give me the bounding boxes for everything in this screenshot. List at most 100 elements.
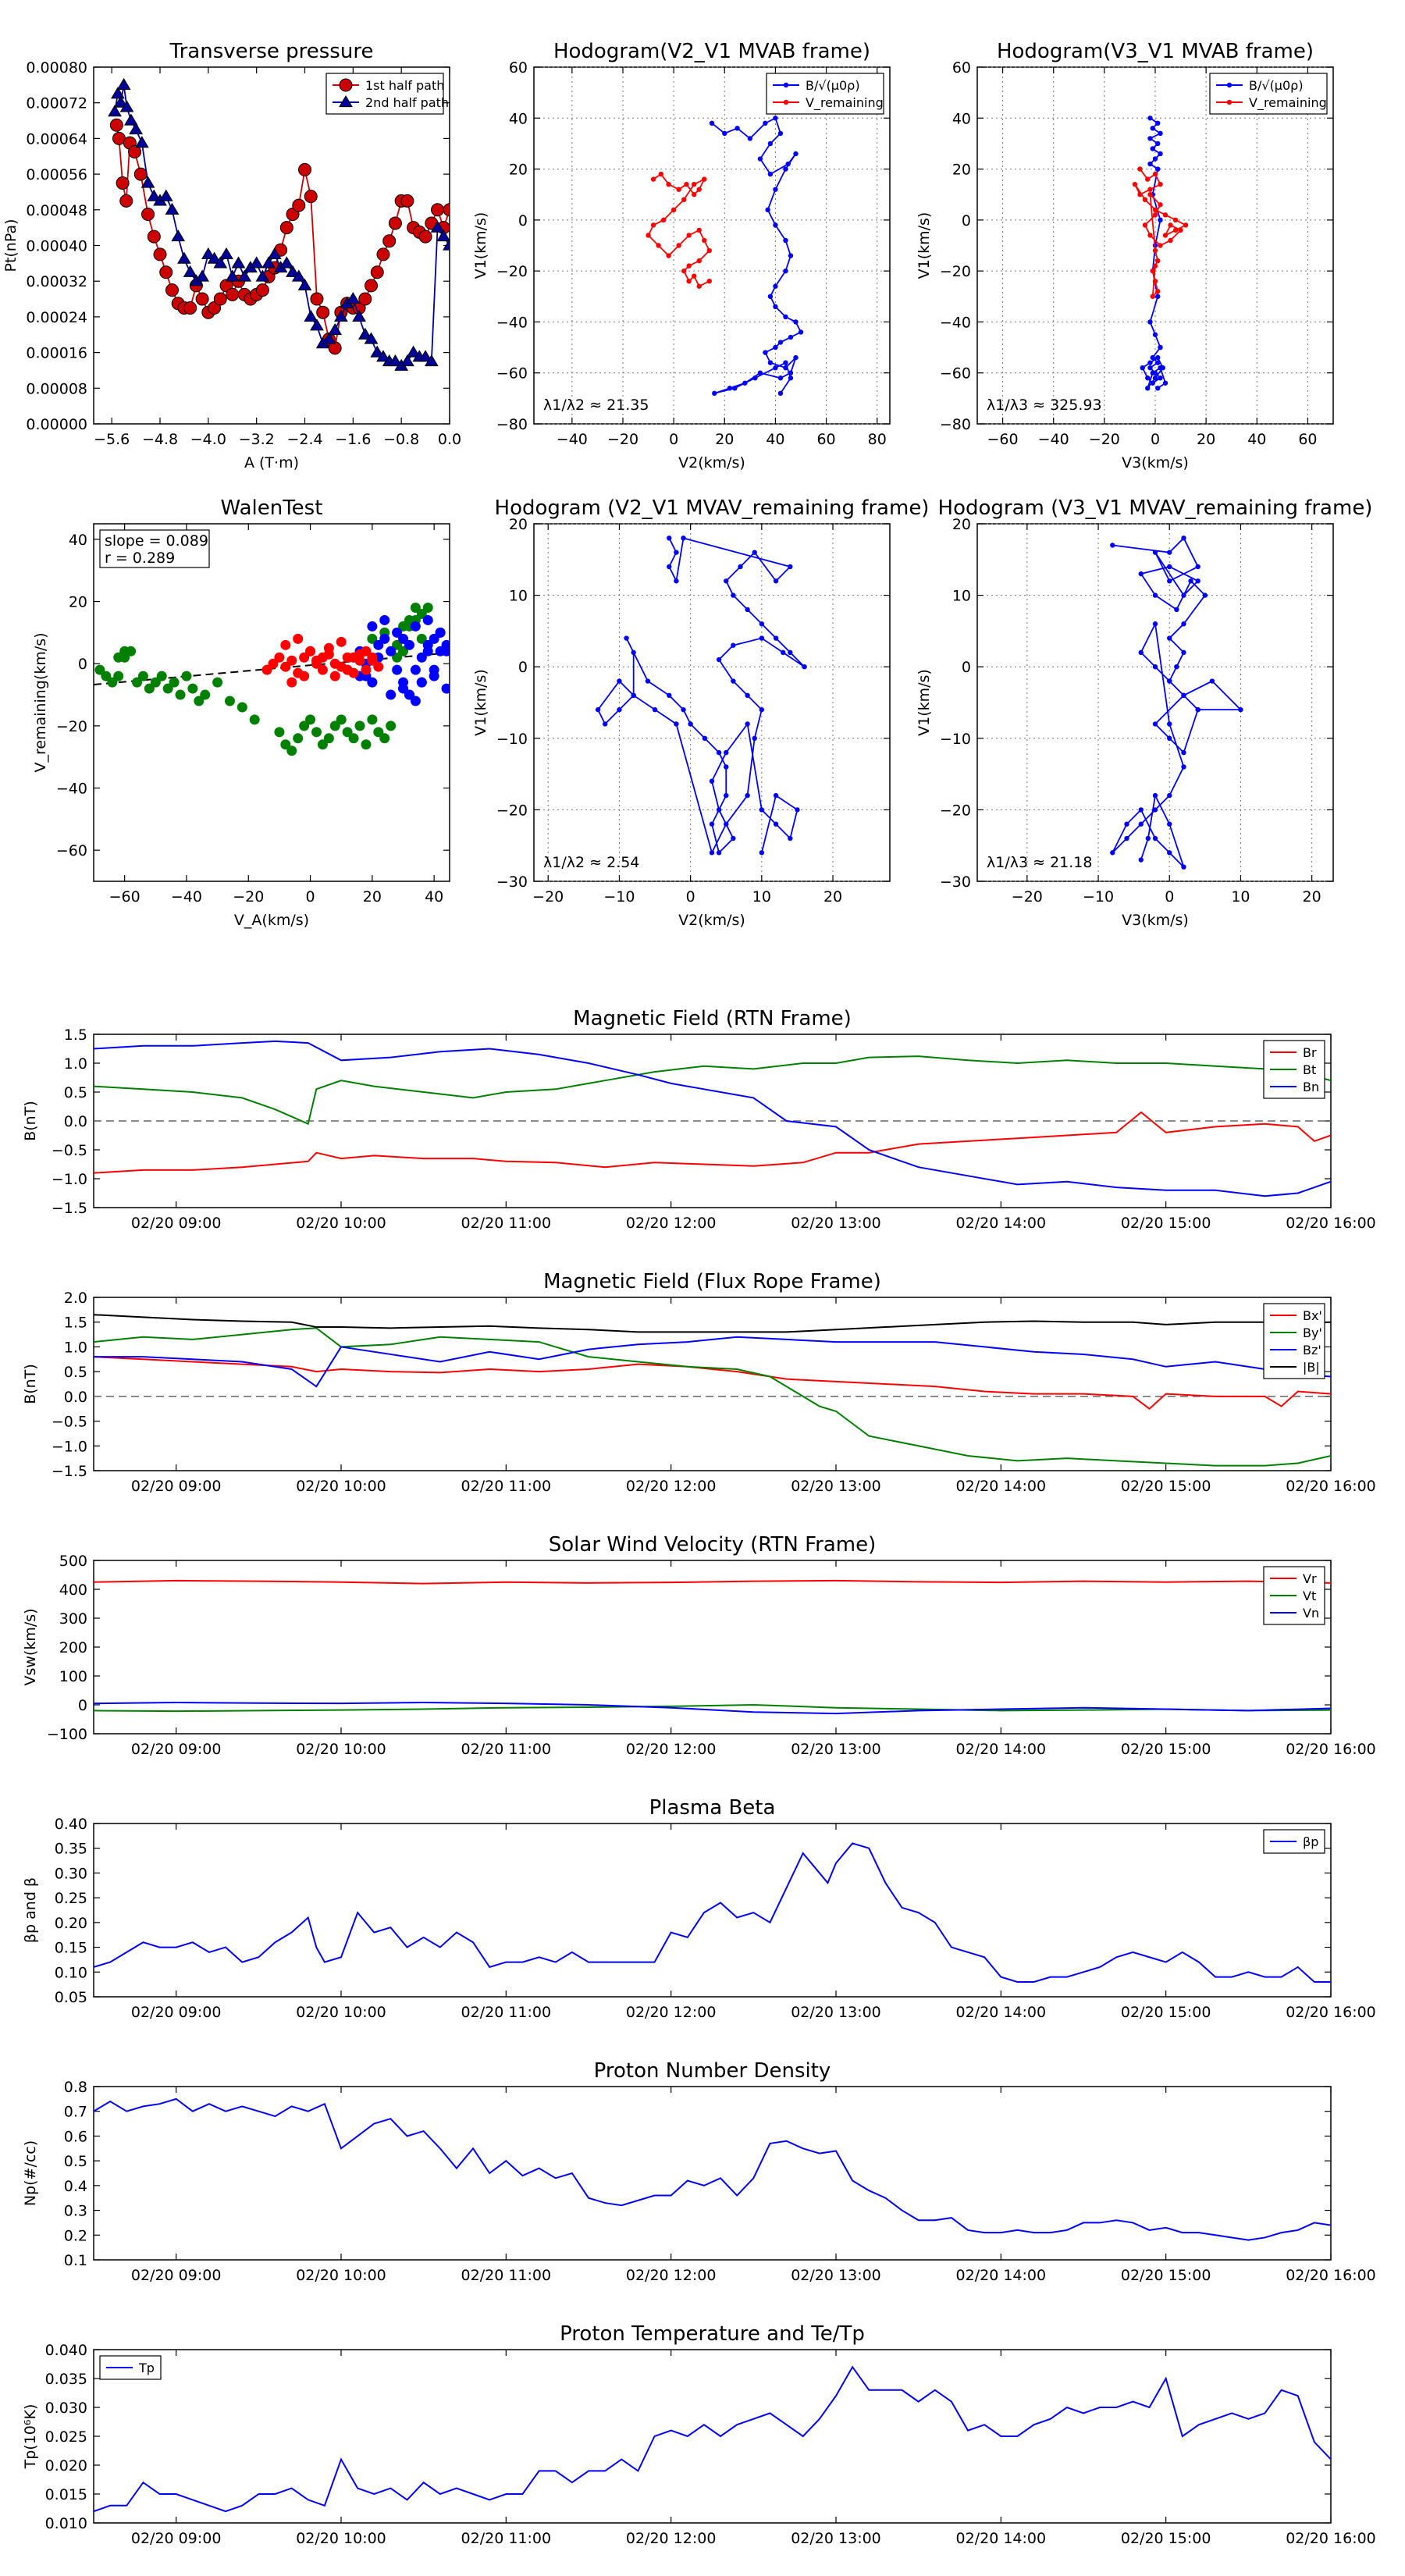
data-point	[443, 238, 450, 251]
data-point	[686, 233, 692, 238]
y-tick-label: 0.00048	[26, 202, 87, 219]
series-bn	[94, 1040, 1331, 1197]
data-point	[631, 692, 636, 699]
data-point	[1138, 821, 1144, 827]
x-tick-label: 02/20 09:00	[131, 2267, 222, 2284]
chart-title: Hodogram (V3_V1 MVAV_remaining frame)	[938, 496, 1373, 520]
data-point	[291, 269, 306, 282]
data-point	[1152, 664, 1158, 670]
y-tick-label: 0	[78, 1697, 87, 1714]
y-tick-label: 10	[509, 588, 528, 605]
x-tick-label: 02/20 15:00	[1121, 2267, 1211, 2284]
y-axis-label: V1(km/s)	[916, 669, 933, 736]
data-point	[731, 642, 736, 648]
data-point	[773, 187, 778, 192]
plot-frame	[93, 2086, 1332, 2261]
series-bz-	[94, 1336, 1331, 1388]
x-tick-label: 10	[1231, 888, 1250, 906]
legend-marker	[339, 78, 353, 92]
y-tick-label: 20	[952, 162, 971, 179]
data-point	[773, 116, 778, 121]
legend: Bx' By' Bz' |B|	[1263, 1303, 1325, 1379]
data-point	[144, 683, 155, 694]
data-point	[1167, 678, 1172, 684]
data-point	[777, 340, 784, 345]
legend-label: |B|	[1303, 1360, 1320, 1375]
data-point	[137, 671, 148, 681]
data-point	[667, 535, 672, 541]
legend: B/√(μ0ρ) V_remaining	[766, 73, 884, 115]
y-tick-label: 0.035	[45, 2371, 87, 2388]
data-point	[367, 655, 378, 666]
x-tick-label: 02/20 09:00	[131, 2004, 222, 2021]
data-point	[392, 652, 403, 663]
data-point	[1167, 564, 1172, 570]
data-point	[156, 671, 167, 681]
data-point	[1155, 166, 1161, 172]
data-point	[1155, 289, 1161, 294]
series-line	[647, 173, 710, 287]
data-point	[279, 221, 293, 235]
series-line	[94, 1702, 1331, 1715]
data-point	[292, 198, 306, 212]
series-bt	[94, 1055, 1331, 1126]
data-point	[745, 692, 750, 699]
chart-t5: 02/20 09:00 02/20 10:00 02/20 11:00 02/20 1…	[22, 2059, 1376, 2284]
data-point	[1167, 635, 1172, 641]
data-point	[745, 607, 750, 613]
y-tick-label: 20	[509, 516, 528, 533]
data-point	[709, 850, 715, 856]
data-point	[1158, 344, 1163, 350]
data-point	[1138, 807, 1144, 813]
data-point	[1181, 621, 1186, 627]
data-point	[134, 136, 149, 148]
data-point	[1167, 792, 1172, 799]
data-point	[109, 118, 123, 132]
chart-title: Plasma Beta	[649, 1796, 776, 1820]
data-point	[724, 578, 729, 584]
data-point	[773, 365, 778, 371]
x-tick-label: 0	[1151, 431, 1160, 448]
data-point	[1152, 807, 1158, 813]
series-vn	[94, 1702, 1331, 1715]
data-point	[392, 627, 403, 638]
data-point	[357, 327, 372, 340]
y-tick-label: 0.35	[55, 1841, 87, 1858]
series-0	[94, 603, 433, 756]
y-tick-label: 0.4	[64, 2178, 87, 2195]
y-tick-label: 0	[518, 659, 528, 676]
legend: βp	[1263, 1829, 1325, 1854]
x-tick-label: −40	[557, 431, 588, 448]
data-point	[1155, 354, 1161, 361]
data-point	[1147, 187, 1153, 192]
data-point	[1147, 365, 1153, 371]
x-tick-label: 20	[1197, 431, 1215, 448]
plot-area	[94, 1842, 1331, 1983]
data-point	[1147, 233, 1153, 238]
data-point	[1181, 764, 1186, 770]
data-point	[147, 229, 161, 244]
data-point	[1140, 365, 1145, 371]
y-tick-label: 60	[952, 59, 971, 76]
series--b-	[94, 1314, 1331, 1333]
y-tick-label: −60	[496, 365, 528, 382]
series-b-0-	[709, 116, 804, 397]
series-0	[1110, 535, 1243, 870]
y-tick-label: 0.00032	[26, 273, 87, 290]
data-point	[681, 706, 686, 713]
x-tick-label: 0	[1165, 888, 1174, 906]
x-tick-label: 02/20 09:00	[131, 1478, 222, 1495]
data-point	[1147, 136, 1153, 141]
x-tick-label: −60	[109, 888, 140, 906]
x-tick-label: 02/20 16:00	[1286, 1215, 1376, 1232]
data-point	[777, 375, 784, 381]
data-point	[785, 161, 791, 167]
data-point	[392, 664, 403, 675]
data-point	[1152, 621, 1158, 627]
data-point	[255, 269, 270, 282]
y-tick-label: 100	[59, 1668, 87, 1685]
series-v-remaining	[646, 171, 712, 289]
data-point	[441, 646, 450, 656]
data-point	[793, 354, 799, 361]
data-point	[116, 176, 130, 190]
